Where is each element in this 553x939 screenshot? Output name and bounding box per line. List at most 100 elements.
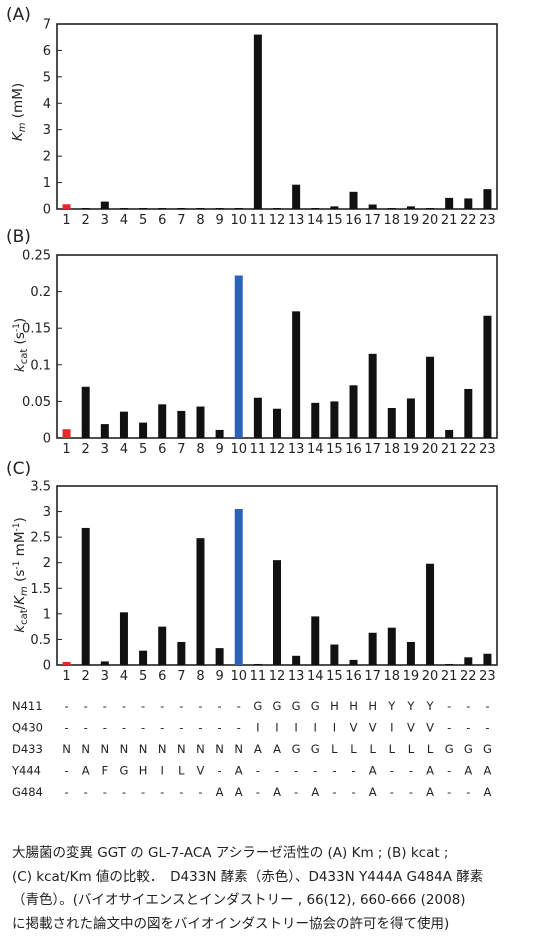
mutation-cell: -	[64, 764, 68, 778]
bar-21	[445, 429, 454, 438]
bar-16	[349, 385, 358, 438]
x-tick-label: 18	[384, 213, 401, 228]
bar-14	[311, 402, 320, 438]
y-tick-label: 0	[43, 432, 51, 447]
y-tick-label: 7	[43, 18, 51, 33]
mutation-cell: -	[466, 785, 470, 799]
bar-3	[100, 661, 109, 665]
mutation-cell: A	[216, 785, 224, 799]
bar-1	[62, 204, 71, 209]
bar-6	[158, 404, 167, 438]
x-tick-label: 13	[288, 669, 305, 684]
x-tick-label: 20	[422, 669, 439, 684]
y-tick-label: 1	[43, 176, 51, 191]
mutation-cell: G	[311, 742, 320, 756]
mutation-cell: -	[198, 699, 202, 713]
x-tick-label: 20	[422, 213, 439, 228]
mutation-cell: -	[84, 721, 88, 735]
bar-12	[273, 208, 281, 209]
mutation-cell: -	[160, 699, 164, 713]
mutation-cell: A	[426, 785, 434, 799]
x-tick-label: 5	[139, 442, 147, 457]
ylabel-b: kcat (s-1)	[12, 318, 30, 372]
x-tick-label: 12	[269, 669, 286, 684]
mutation-cell: -	[332, 785, 336, 799]
x-tick-label: 22	[460, 442, 477, 457]
x-tick-label: 1	[62, 213, 70, 228]
mutation-cell: A	[483, 764, 491, 778]
mutation-cell: -	[64, 721, 68, 735]
mutation-cell: N	[196, 742, 205, 756]
x-tick-label: 5	[139, 669, 147, 684]
mutation-cell: F	[102, 764, 109, 778]
bar-18	[387, 208, 396, 209]
y-tick-label: 3	[43, 505, 51, 520]
bar-22	[464, 657, 473, 665]
x-tick-label: 11	[250, 442, 267, 457]
x-tick-label: 18	[384, 442, 401, 457]
mutation-cell: G	[464, 742, 473, 756]
mutation-cell: G	[119, 764, 128, 778]
bar-6	[158, 208, 167, 209]
bar-19	[406, 206, 415, 209]
mutation-cell: -	[64, 785, 68, 799]
chart-panel-c: 00.511.522.533.51 2 3 4 5 6 7 8 9 10 11 12 13 14 15 16 1…	[30, 480, 498, 684]
mutation-cell: -	[485, 699, 489, 713]
x-tick-label: 18	[384, 669, 401, 684]
mutation-cell: -	[275, 764, 279, 778]
figure-caption: 大腸菌の変異 GGT の GL-7-ACA アシラーゼ活性の (A) Km ; …	[12, 842, 542, 936]
x-tick-label: 3	[101, 442, 109, 457]
x-tick-label: 3	[101, 213, 109, 228]
mutation-row-label: N411	[12, 699, 43, 713]
mutation-cell: L	[331, 742, 338, 756]
x-tick-label: 1	[62, 669, 70, 684]
bar-10	[234, 509, 243, 665]
x-tick-label: 11	[250, 213, 267, 228]
bar-18	[387, 627, 396, 665]
mutation-cell: -	[447, 785, 451, 799]
mutation-table: N411- - - - - - - - - - G G G G H H H Y Y Y - - -Q430- - - - - - - - -…	[11, 699, 492, 799]
bar-11	[253, 663, 262, 665]
bar-17	[368, 632, 377, 665]
mutation-cell: I	[161, 764, 164, 778]
bar-3	[100, 424, 109, 438]
panel-label-c: (C)	[6, 459, 31, 479]
x-tick-label: 19	[403, 442, 420, 457]
bar-17	[368, 353, 377, 438]
mutation-cell: V	[407, 721, 415, 735]
mutation-cell: A	[464, 764, 472, 778]
x-tick-label: 19	[403, 213, 420, 228]
mutation-cell: -	[447, 699, 451, 713]
mutation-cell: -	[198, 785, 202, 799]
y-tick-label: 0.25	[22, 249, 51, 264]
mutation-cell: I	[333, 721, 336, 735]
mutation-cell: -	[351, 764, 355, 778]
x-tick-label: 13	[288, 213, 305, 228]
x-tick-label: 7	[177, 442, 185, 457]
mutation-cell: -	[122, 785, 126, 799]
bar-7	[177, 641, 186, 665]
x-tick-label: 21	[441, 213, 458, 228]
mutation-cell: N	[234, 742, 243, 756]
x-tick-label: 12	[269, 442, 286, 457]
x-tick-label: 17	[364, 442, 381, 457]
x-tick-label: 16	[345, 442, 362, 457]
y-tick-label: 0.15	[22, 322, 51, 337]
mutation-cell: -	[160, 721, 164, 735]
x-tick-label: 14	[307, 213, 324, 228]
y-tick-label: 2.5	[30, 531, 51, 546]
x-tick-label: 2	[82, 213, 90, 228]
mutation-cell: -	[409, 785, 413, 799]
mutation-cell: A	[273, 785, 281, 799]
y-tick-label: 6	[43, 44, 51, 59]
x-tick-label: 7	[177, 669, 185, 684]
x-tick-label: 9	[215, 442, 223, 457]
bar-8	[196, 208, 205, 209]
mutation-cell: G	[445, 742, 454, 756]
x-tick-label: 2	[82, 442, 90, 457]
mutation-cell: A	[369, 785, 377, 799]
mutation-cell: L	[350, 742, 357, 756]
y-tick-label: 0.2	[30, 285, 51, 300]
mutation-cell: A	[82, 764, 90, 778]
mutation-cell: -	[237, 721, 241, 735]
